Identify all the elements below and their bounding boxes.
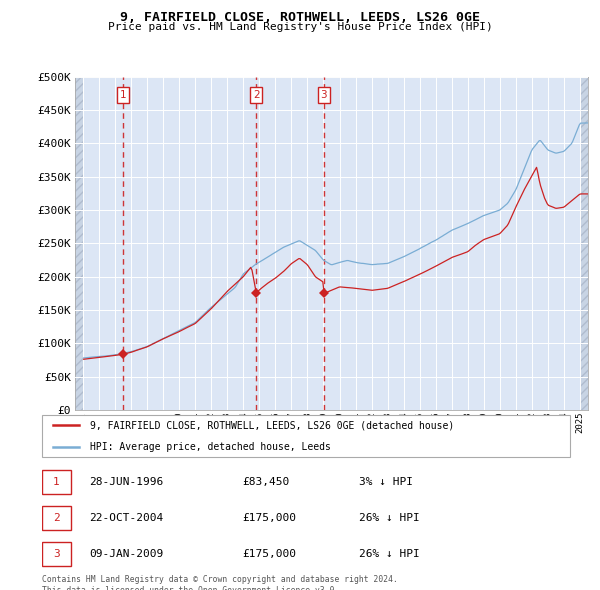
FancyBboxPatch shape: [42, 506, 71, 530]
FancyBboxPatch shape: [42, 470, 71, 494]
Text: 3: 3: [53, 549, 60, 559]
Text: £175,000: £175,000: [242, 513, 296, 523]
Bar: [75, 77, 83, 410]
Text: 1: 1: [119, 90, 126, 100]
Text: 22-OCT-2004: 22-OCT-2004: [89, 513, 164, 523]
Text: 2: 2: [53, 513, 60, 523]
Text: 2: 2: [253, 90, 260, 100]
Text: Price paid vs. HM Land Registry's House Price Index (HPI): Price paid vs. HM Land Registry's House …: [107, 22, 493, 32]
Text: £83,450: £83,450: [242, 477, 290, 487]
Bar: [580, 77, 588, 410]
Text: £175,000: £175,000: [242, 549, 296, 559]
Text: 1: 1: [53, 477, 60, 487]
FancyBboxPatch shape: [42, 415, 570, 457]
Text: HPI: Average price, detached house, Leeds: HPI: Average price, detached house, Leed…: [89, 442, 331, 451]
Text: 28-JUN-1996: 28-JUN-1996: [89, 477, 164, 487]
Text: 3% ↓ HPI: 3% ↓ HPI: [359, 477, 413, 487]
Text: 09-JAN-2009: 09-JAN-2009: [89, 549, 164, 559]
FancyBboxPatch shape: [42, 542, 71, 566]
Text: Contains HM Land Registry data © Crown copyright and database right 2024.
This d: Contains HM Land Registry data © Crown c…: [42, 575, 398, 590]
Text: 9, FAIRFIELD CLOSE, ROTHWELL, LEEDS, LS26 0GE (detached house): 9, FAIRFIELD CLOSE, ROTHWELL, LEEDS, LS2…: [89, 421, 454, 430]
Text: 26% ↓ HPI: 26% ↓ HPI: [359, 513, 419, 523]
Text: 9, FAIRFIELD CLOSE, ROTHWELL, LEEDS, LS26 0GE: 9, FAIRFIELD CLOSE, ROTHWELL, LEEDS, LS2…: [120, 11, 480, 24]
Text: 3: 3: [320, 90, 327, 100]
Text: 26% ↓ HPI: 26% ↓ HPI: [359, 549, 419, 559]
